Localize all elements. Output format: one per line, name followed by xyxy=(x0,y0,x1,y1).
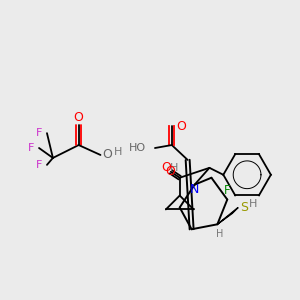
Text: H: H xyxy=(169,163,178,173)
Text: F: F xyxy=(28,143,34,153)
Text: H: H xyxy=(114,147,122,157)
Text: F: F xyxy=(224,184,231,197)
Text: N: N xyxy=(190,183,199,196)
Polygon shape xyxy=(218,208,238,224)
Text: O: O xyxy=(161,161,171,174)
Text: O: O xyxy=(176,120,186,133)
Text: O: O xyxy=(165,165,175,178)
Text: S: S xyxy=(240,201,248,214)
Text: H: H xyxy=(249,200,257,209)
Text: O: O xyxy=(74,111,84,124)
Text: HO: HO xyxy=(129,143,146,153)
Text: H: H xyxy=(216,229,223,239)
Text: O: O xyxy=(103,148,112,161)
Text: F: F xyxy=(36,160,42,170)
Text: F: F xyxy=(36,128,42,138)
